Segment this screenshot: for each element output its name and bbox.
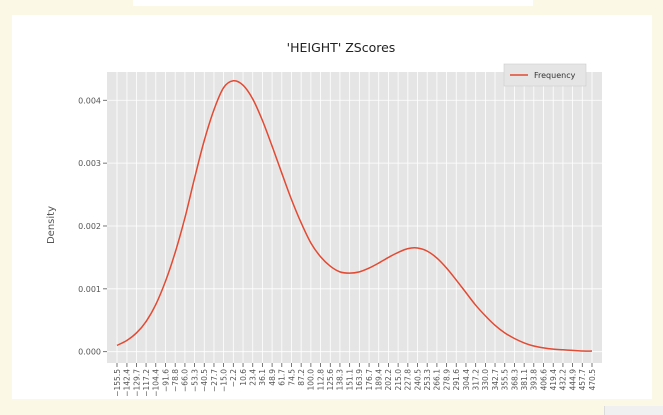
x-tick-label: 381.1 bbox=[520, 369, 529, 391]
x-tick-label: 227.8 bbox=[404, 369, 413, 391]
x-tick-label: −66.0 bbox=[181, 369, 190, 392]
x-tick-label: 176.7 bbox=[365, 369, 374, 391]
x-tick-label: −78.8 bbox=[171, 369, 180, 392]
x-tick-label: 100.0 bbox=[307, 369, 316, 391]
x-tick-label: 48.9 bbox=[268, 369, 277, 386]
x-tick-label: −2.2 bbox=[229, 369, 238, 387]
x-tick-label: 444.9 bbox=[568, 369, 577, 391]
x-tick-label: 304.4 bbox=[462, 369, 471, 391]
corner-box bbox=[604, 406, 663, 415]
x-tick-label: 125.6 bbox=[326, 369, 335, 391]
x-tick-label: −155.5 bbox=[113, 369, 122, 397]
plot-background bbox=[107, 72, 602, 363]
density-chart: 'HEIGHT' ZScores Density 0.000 0.001 0.002… bbox=[46, 40, 602, 397]
x-tick-label: 74.5 bbox=[287, 369, 296, 386]
x-tick-label: 151.1 bbox=[345, 369, 354, 391]
x-tick-label: −91.6 bbox=[161, 369, 170, 392]
x-tick-label: 36.1 bbox=[258, 369, 267, 386]
x-tick-label: 10.6 bbox=[239, 369, 248, 386]
x-tick-label: 202.2 bbox=[384, 369, 393, 391]
x-tick-label: 215.0 bbox=[394, 369, 403, 391]
y-tick-label: 0.001 bbox=[78, 285, 101, 294]
x-tick-label: 138.3 bbox=[336, 369, 345, 391]
x-tick-label: 240.5 bbox=[413, 369, 422, 391]
x-tick-label: −142.4 bbox=[123, 369, 132, 397]
y-tick-label: 0.003 bbox=[78, 159, 101, 168]
legend-label-frequency: Frequency bbox=[534, 71, 576, 80]
y-axis-label: Density bbox=[46, 206, 57, 244]
x-tick-label: 457.7 bbox=[578, 369, 587, 391]
x-tick-label: 112.8 bbox=[316, 369, 325, 391]
legend: Frequency bbox=[503, 63, 587, 87]
y-tick-label: 0.004 bbox=[78, 96, 101, 105]
y-tick-label: 0.002 bbox=[78, 222, 101, 231]
x-tick-label: 317.2 bbox=[471, 369, 480, 391]
x-tick-label: 470.5 bbox=[588, 369, 597, 391]
x-tick-label: −104.4 bbox=[152, 369, 161, 397]
x-tick-label: 163.9 bbox=[355, 369, 364, 391]
x-tick-label: −27.7 bbox=[210, 369, 219, 392]
x-tick-label: −15.0 bbox=[219, 369, 228, 392]
x-tick-label: −117.2 bbox=[142, 369, 151, 397]
legend-box bbox=[503, 63, 587, 87]
x-tick-label: 266.1 bbox=[433, 369, 442, 391]
x-tick-label: 432.2 bbox=[559, 369, 568, 391]
y-tick-label: 0.000 bbox=[78, 348, 101, 357]
x-tick-label: 278.9 bbox=[442, 369, 451, 391]
x-tick-label: 393.8 bbox=[530, 369, 539, 391]
x-tick-label: 355.5 bbox=[501, 369, 510, 391]
x-tick-label: 87.2 bbox=[297, 369, 306, 386]
series-line-frequency bbox=[116, 79, 593, 352]
x-tick-label: 342.7 bbox=[491, 369, 500, 391]
top-strip bbox=[133, 0, 533, 6]
chart-title: 'HEIGHT' ZScores bbox=[287, 40, 396, 55]
x-tick-label: −40.5 bbox=[200, 369, 209, 392]
x-tick-label: 419.4 bbox=[549, 369, 558, 391]
x-tick-label: 189.4 bbox=[375, 369, 384, 391]
x-tick-label: 61.7 bbox=[278, 369, 287, 386]
chart-panel: 'HEIGHT' ZScores Density 0.000 0.001 0.002… bbox=[12, 15, 652, 399]
x-tick-label: 253.3 bbox=[423, 369, 432, 391]
x-tick-label: 23.4 bbox=[249, 369, 258, 386]
x-tick-label: −53.3 bbox=[190, 369, 199, 392]
x-tick-label: 291.6 bbox=[452, 369, 461, 391]
x-tick-label: −129.7 bbox=[132, 369, 141, 397]
x-tick-label: 406.6 bbox=[539, 369, 548, 391]
x-tick-label: 368.3 bbox=[510, 369, 519, 391]
x-tick-label: 330.0 bbox=[481, 369, 490, 391]
